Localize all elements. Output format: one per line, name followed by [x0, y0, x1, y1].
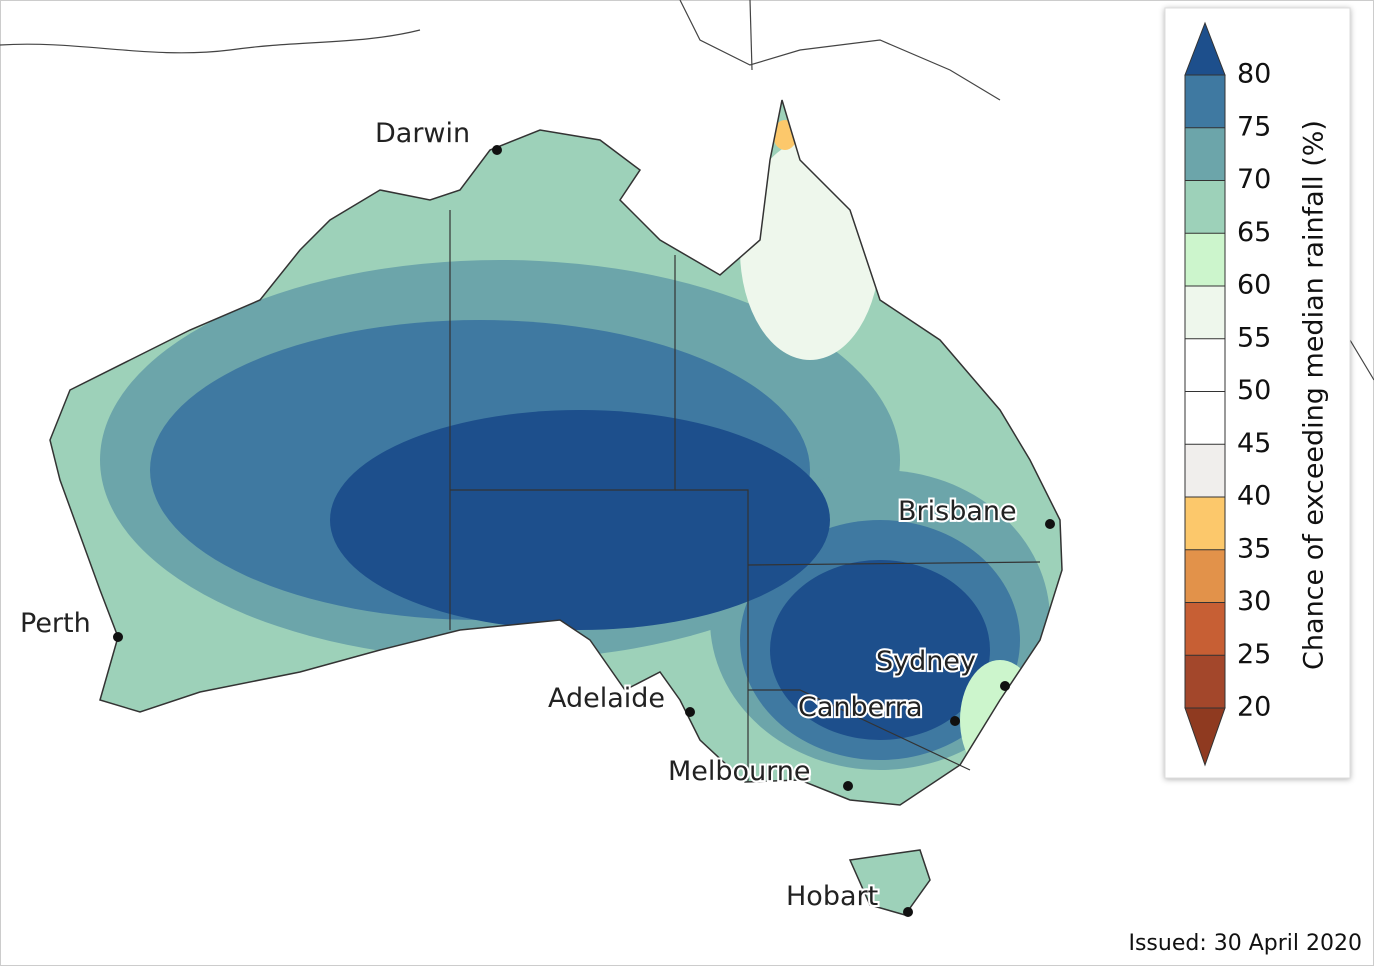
city-label: Canberra	[798, 692, 923, 723]
colorbar-tick-label: 50	[1237, 375, 1271, 406]
rainfall-shading	[50, 100, 1062, 805]
city-dot	[903, 907, 913, 917]
city-label: Darwin	[375, 118, 470, 149]
city-label: Hobart	[786, 881, 878, 912]
tasmania	[848, 849, 931, 916]
city-dot	[843, 781, 853, 791]
issued-date: Issued: 30 April 2020	[1128, 931, 1362, 956]
colorbar-tick-label: 75	[1237, 111, 1271, 142]
city-label: Perth	[20, 608, 91, 639]
colorbar-tick-label: 30	[1237, 586, 1271, 617]
colorbar-band	[1185, 233, 1225, 286]
city-dot	[685, 707, 695, 717]
colorbar-band	[1185, 127, 1225, 181]
colorbar-tick-label: 55	[1237, 322, 1271, 353]
colorbar-band	[1185, 549, 1225, 603]
colorbar-tick-label: 60	[1237, 270, 1271, 301]
colorbar-band	[1185, 497, 1225, 550]
colorbar-tick-label: 70	[1237, 164, 1271, 195]
city-dot	[113, 632, 123, 642]
neighbor-coasts	[0, 0, 1374, 381]
colorbar-label: Chance of exceeding median rainfall (%)	[1299, 120, 1330, 670]
city-dot	[1000, 681, 1010, 691]
city-label: Melbourne	[668, 756, 811, 787]
city-dot	[492, 145, 502, 155]
colorbar-band	[1185, 75, 1225, 128]
colorbar-band	[1185, 444, 1225, 497]
city-dot	[1045, 519, 1055, 529]
colorbar-tick-label: 20	[1237, 692, 1271, 723]
colorbar-band	[1185, 286, 1225, 339]
colorbar-tick-label: 25	[1237, 639, 1271, 670]
state-borders	[449, 210, 1041, 782]
colorbar-band	[1185, 655, 1225, 708]
city-label: Sydney	[876, 646, 976, 677]
colorbar-tick-label: 45	[1237, 428, 1271, 459]
colorbar-band	[1185, 338, 1225, 392]
colorbar-tick-label: 65	[1237, 217, 1271, 248]
colorbar-band	[1185, 180, 1225, 234]
city-label: Adelaide	[548, 683, 665, 714]
city-dot	[950, 716, 960, 726]
colorbar-band	[1185, 602, 1225, 656]
colorbar-tick-label: 35	[1237, 533, 1271, 564]
colorbar-tick-label: 80	[1237, 59, 1271, 90]
colorbar-band	[1185, 391, 1225, 445]
city-label: Brisbane	[898, 496, 1017, 527]
colorbar-tick-label: 40	[1237, 481, 1271, 512]
